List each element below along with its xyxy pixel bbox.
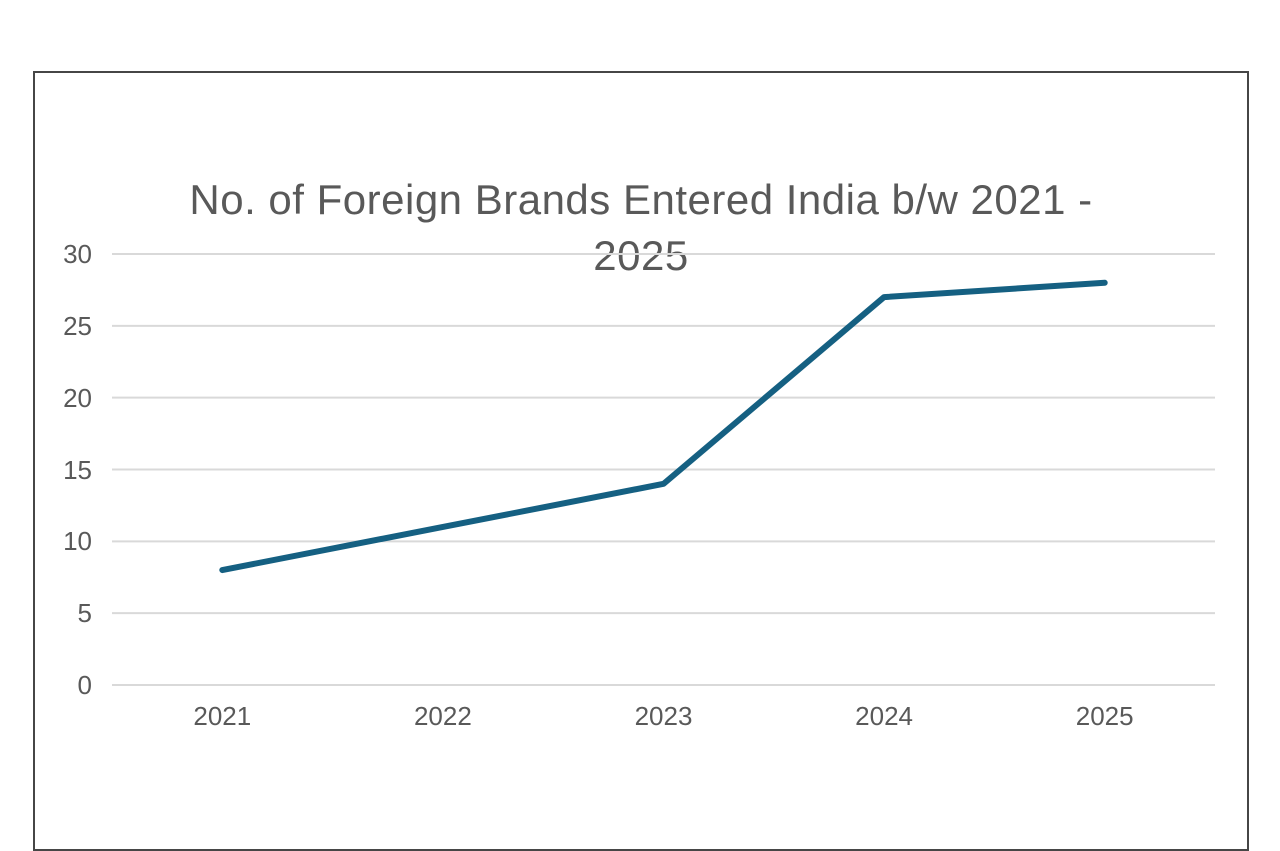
data-line-series	[219, 279, 1108, 574]
chart-title: No. of Foreign Brands Entered India b/w …	[189, 176, 1093, 279]
chart-plot	[112, 253, 1215, 686]
